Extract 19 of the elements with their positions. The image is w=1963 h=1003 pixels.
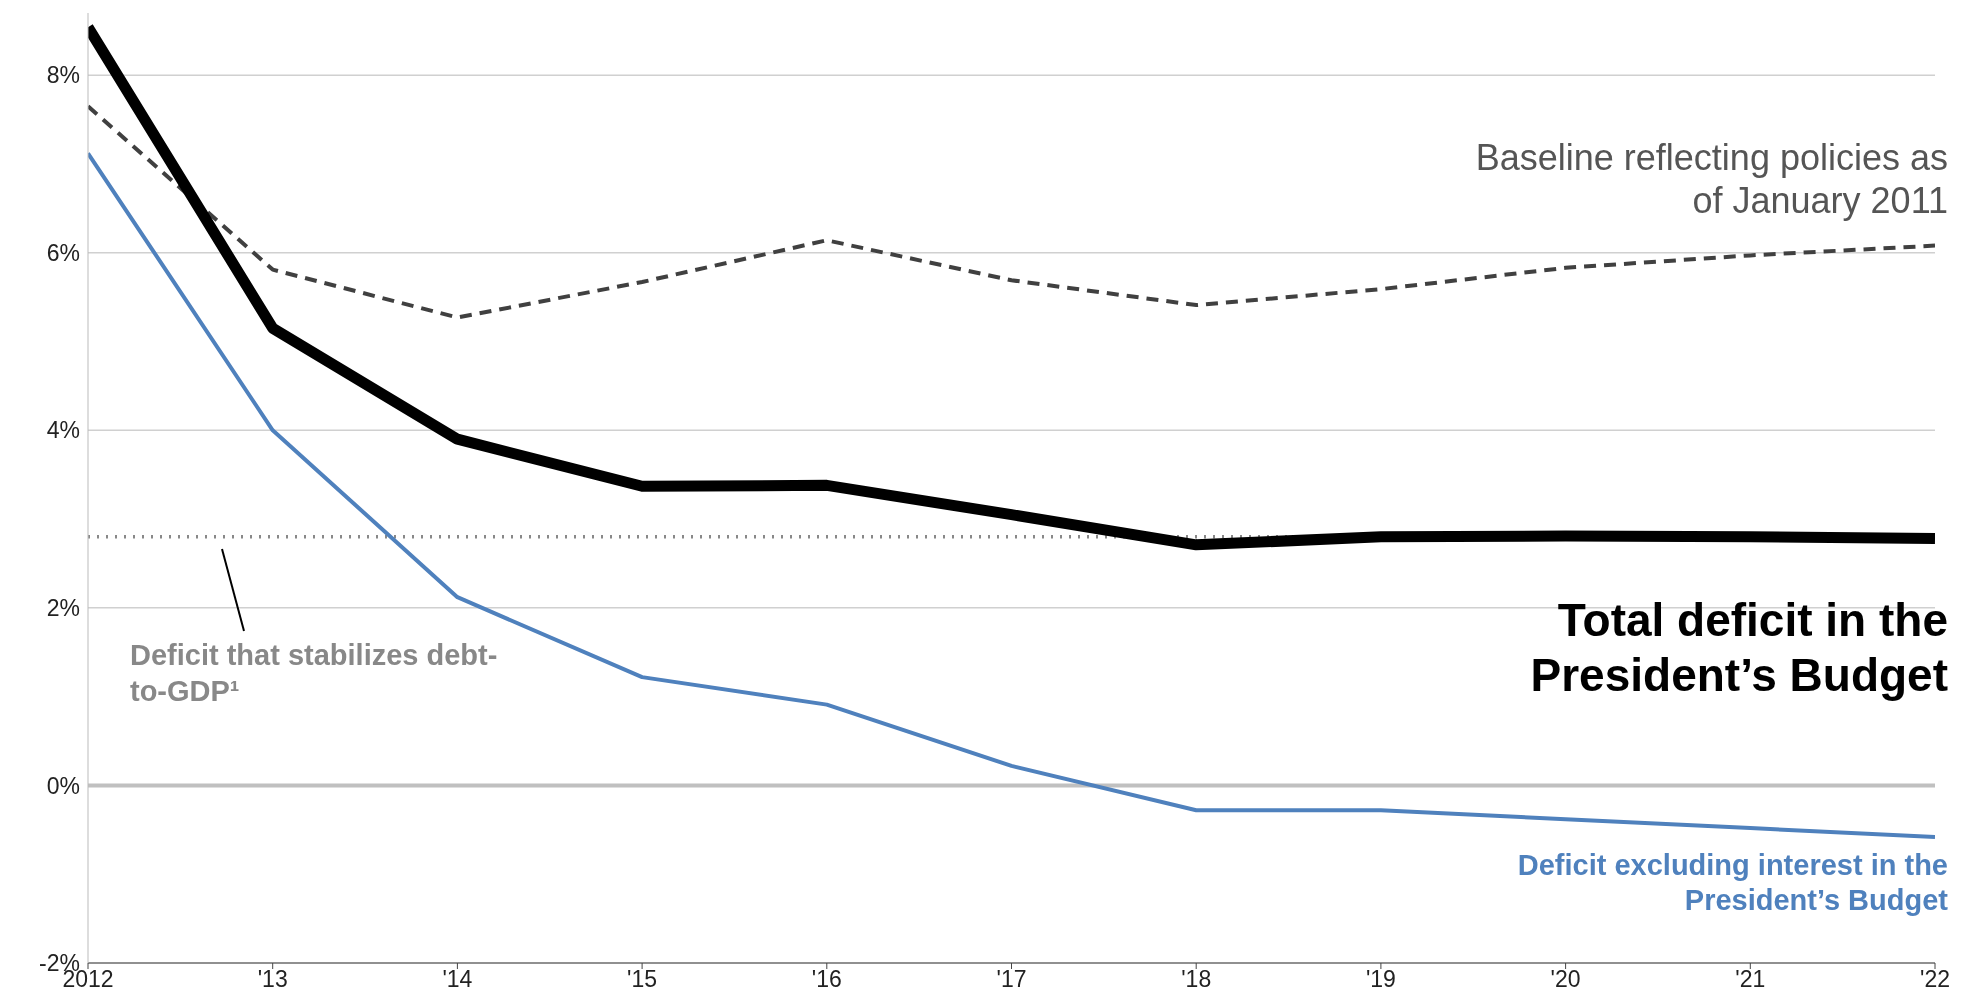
x-tick-label: '14 [442,966,473,993]
y-tick-label: 8% [46,62,80,89]
series-label: Baseline reflecting policies as of January 2011 [1474,136,1948,223]
y-tick-label: 0% [46,772,80,799]
x-tick-label: '13 [257,966,288,993]
y-tick-label: 6% [46,239,80,266]
x-tick-label: '18 [1181,966,1212,993]
x-tick-label: '21 [1735,966,1766,993]
y-tick-label: 2% [46,595,80,622]
x-tick-label: '17 [996,966,1027,993]
x-tick-label: '22 [1920,966,1950,993]
series-label: Deficit excluding interest in the President’s Budget [1516,848,1948,918]
x-tick-label: '15 [627,966,658,993]
x-tick-label: '19 [1365,966,1396,993]
x-tick-label: '20 [1550,966,1581,993]
ref-line-label: Deficit that stabilizes debt-to-GDP¹ [130,637,499,710]
y-tick-label: 4% [46,417,80,444]
x-tick-label: '16 [811,966,842,993]
series-label: Total deficit in the President’s Budget [1529,593,1948,704]
